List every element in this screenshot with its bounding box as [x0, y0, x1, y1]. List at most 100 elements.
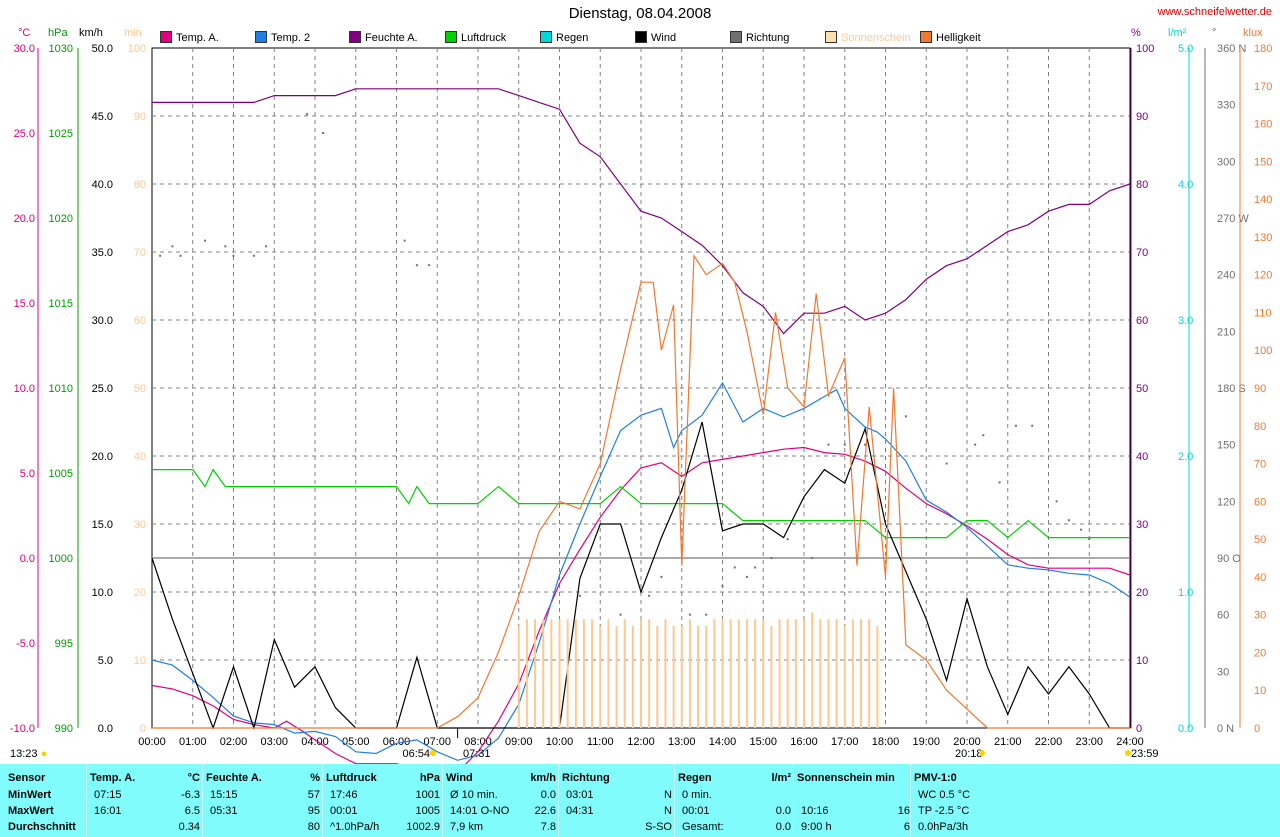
stats-r3-time-6: 9:00 h	[801, 821, 832, 833]
tick-hum-4: 60	[1136, 315, 1148, 327]
end-label: 23:59	[1131, 748, 1159, 760]
stats-head-7: PMV-1:0	[914, 772, 957, 784]
tick-x-9: 09:00	[505, 736, 533, 748]
tick-x-18: 18:00	[872, 736, 900, 748]
tick-pressure-7: 995	[55, 638, 73, 650]
stats-r1-value-2: 1001	[415, 789, 440, 801]
tick-x-20: 20:00	[953, 736, 981, 748]
tick-dir-0: 360 N	[1217, 43, 1246, 55]
tick-sun-8: 20	[134, 587, 146, 599]
series-temp-2	[151, 381, 1131, 761]
stats-unit-3: km/h	[530, 772, 556, 784]
marker-0731-label: 07:31	[463, 748, 491, 760]
tick-dir-3: 270 W	[1217, 213, 1249, 225]
stats-r2-time-4: 04:31	[566, 805, 594, 817]
row-label-min: MinWert	[8, 789, 52, 801]
tick-lux-4: 140	[1254, 194, 1272, 206]
tick-x-5: 05:00	[342, 736, 370, 748]
stats-r2-time-3: 14:01 O-NO	[450, 805, 510, 817]
direction-dot-14	[619, 613, 622, 616]
tick-rain-1: 4.0	[1178, 179, 1193, 191]
legend-helligkeit: Helligkeit	[920, 31, 981, 44]
stats-head-0: Temp. A.	[90, 772, 136, 784]
stats-r3-time-5: Gesamt:	[682, 821, 724, 833]
legend-temp-2: Temp. 2	[255, 31, 310, 44]
tick-x-15: 15:00	[749, 736, 777, 748]
tick-dir-6: 180 S	[1217, 383, 1246, 395]
direction-dot-12	[428, 264, 431, 267]
stats-col-6	[793, 764, 911, 837]
tick-x-14: 14:00	[709, 736, 737, 748]
direction-dot-23	[770, 557, 773, 559]
stats-r1-time-0: 07:15	[94, 789, 122, 801]
stats-r2-value-5: 0.0	[775, 805, 791, 817]
series-helligkeit	[152, 253, 1130, 729]
tick-rain-4: 1.0	[1178, 587, 1193, 599]
tick-lux-7: 110	[1254, 307, 1272, 319]
tick-x-11: 11:00	[587, 736, 614, 748]
stats-r2-time-7: TP -2.5 °C	[918, 805, 970, 817]
tick-wind-5: 25.0	[92, 383, 113, 395]
tick-hum-9: 10	[1136, 655, 1148, 667]
stats-r3-value-4: S-SO	[645, 821, 672, 833]
tick-lux-12: 60	[1254, 496, 1266, 508]
direction-dot-15	[648, 594, 651, 597]
stats-r1-value-1: 57	[307, 789, 320, 801]
legend-sonnenschein: Sonnenschein	[825, 31, 911, 44]
tick-pressure-1: 1025	[49, 128, 73, 140]
direction-dot-33	[998, 481, 1001, 484]
stats-r3-value-0: 0.34	[178, 821, 200, 833]
stats-head-6: Sonnenschein min	[797, 772, 895, 784]
direction-dot-36	[1055, 500, 1058, 503]
direction-dot-25	[811, 557, 814, 559]
direction-dot-22	[754, 566, 757, 569]
tick-sun-2: 80	[134, 179, 146, 191]
tick-x-8: 08:00	[464, 736, 492, 748]
series-luftdruck	[152, 468, 1130, 539]
stats-col-1	[202, 764, 321, 837]
direction-dot-35	[1031, 424, 1034, 427]
direction-dot-34	[1014, 424, 1017, 427]
tick-dir-11: 30	[1217, 666, 1229, 678]
stats-r2-time-6: 10:16	[801, 805, 829, 817]
tick-rain-5: 0.0	[1178, 723, 1193, 735]
stats-head-1: Feuchte A.	[206, 772, 262, 784]
direction-dot-0	[159, 254, 162, 257]
direction-dot-5	[232, 254, 235, 257]
legend-feuchte: Feuchte A.	[349, 31, 418, 44]
tick-sun-10: 0	[140, 723, 146, 735]
tick-dir-5: 210	[1217, 326, 1235, 338]
stats-r2-value-3: 22.6	[534, 805, 556, 817]
tick-x-10: 10:00	[546, 736, 574, 748]
direction-dot-31	[974, 443, 977, 446]
tick-x-23: 23:00	[1075, 736, 1103, 748]
tick-x-0: 00:00	[138, 736, 166, 748]
direction-dot-32	[982, 434, 985, 437]
stats-unit-0: °C	[187, 772, 200, 784]
tick-pressure-6: 1000	[49, 553, 73, 565]
site-link[interactable]: www.schneifelwetter.de	[1157, 6, 1272, 18]
tick-hum-6: 40	[1136, 451, 1148, 463]
tick-hum-2: 80	[1136, 179, 1148, 191]
unit-sun: min	[124, 27, 142, 39]
tick-x-1: 01:00	[179, 736, 207, 748]
tick-dir-9: 90 O	[1217, 553, 1241, 565]
tick-x-12: 12:00	[627, 736, 655, 748]
tick-temp-1: 25.0	[14, 128, 35, 140]
tick-x-19: 19:00	[912, 736, 940, 748]
tick-x-3: 03:00	[260, 736, 288, 748]
tick-temp-5: 5.0	[20, 468, 35, 480]
stats-r2-value-2: 1005	[415, 805, 440, 817]
tick-rain-3: 2.0	[1178, 451, 1193, 463]
stats-r1-time-4: 03:01	[566, 789, 594, 801]
direction-dot-9	[322, 132, 325, 134]
row-label-max: MaxWert	[8, 805, 54, 817]
tick-lux-1: 170	[1254, 81, 1272, 93]
direction-dot-24	[786, 538, 789, 541]
tick-rain-2: 3.0	[1178, 315, 1193, 327]
tick-pressure-0: 1030	[49, 43, 73, 55]
tick-sun-0: 100	[128, 43, 146, 55]
stats-r1-time-5: 0 min.	[682, 789, 712, 801]
tick-dir-2: 300	[1217, 156, 1235, 168]
direction-dot-6	[252, 254, 255, 257]
